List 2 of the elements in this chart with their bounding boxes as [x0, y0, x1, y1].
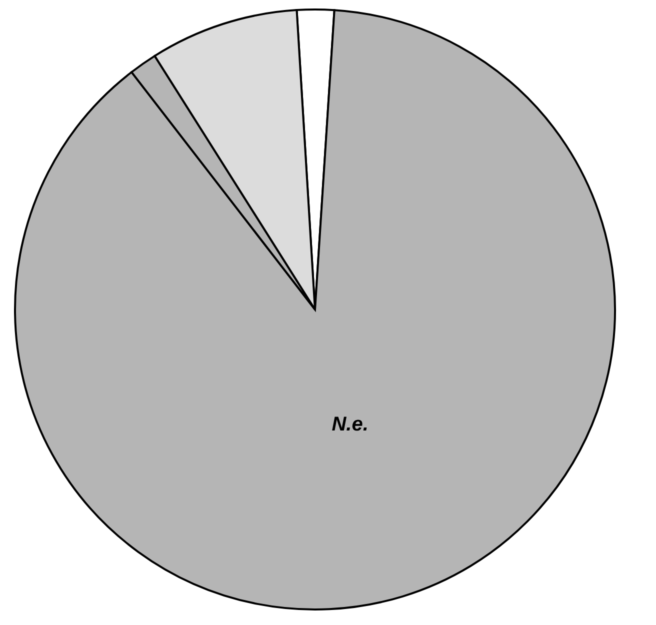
- slice-label: N.e.: [332, 413, 368, 436]
- pie-slice: [14, 9, 616, 610]
